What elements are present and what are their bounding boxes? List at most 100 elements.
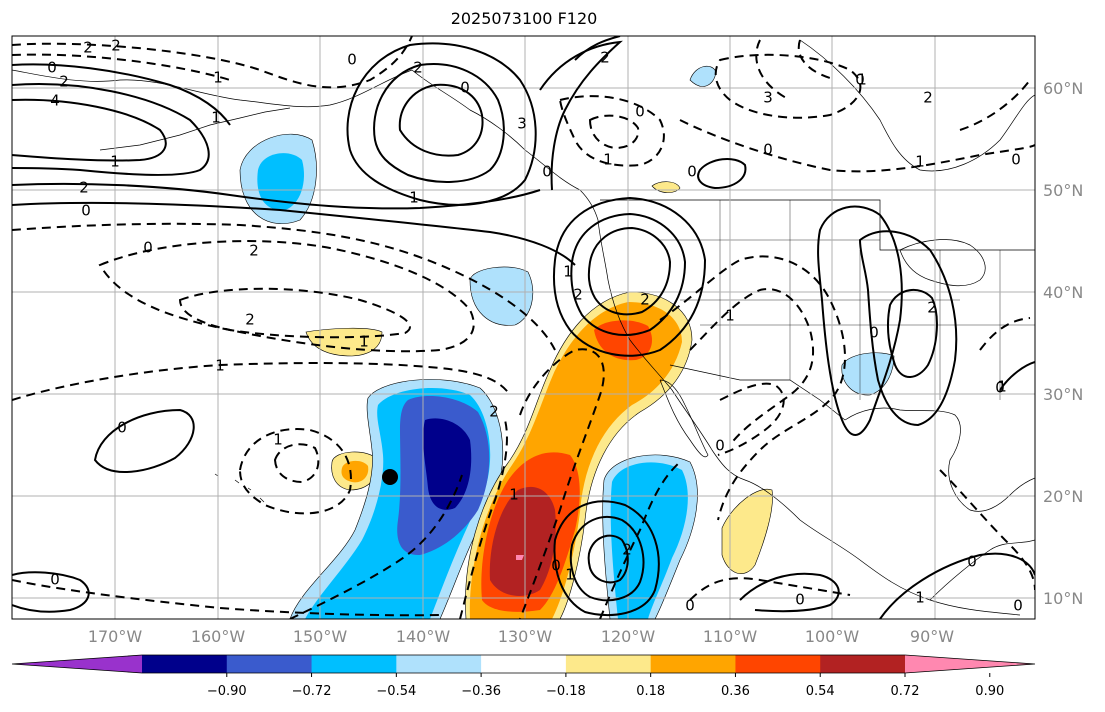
lat-label: 60°N xyxy=(1043,79,1083,98)
contour-label: 0 xyxy=(685,597,695,615)
map-area: 0 1 2 4 1 2 0 3 2 0 1 0 0 1 2 1 2 0 1 0 … xyxy=(12,36,1035,619)
contour-dashed xyxy=(519,348,605,619)
contour-dashed xyxy=(12,579,441,617)
contour-label: 2 xyxy=(573,286,583,304)
lat-label: 40°N xyxy=(1043,283,1083,302)
contour-label: 2 xyxy=(249,242,259,260)
colorbar-tick-label: 0.90 xyxy=(975,684,1004,699)
alaska-coast xyxy=(12,69,581,191)
colorbar-segment xyxy=(565,655,652,673)
contour-dashed xyxy=(959,79,1031,131)
lon-label: 90°W xyxy=(910,627,954,646)
contour-solid xyxy=(569,516,645,602)
contour-solid xyxy=(587,226,672,316)
contour-solid xyxy=(539,40,623,191)
contour-solid xyxy=(570,212,687,336)
great-lakes xyxy=(899,239,986,287)
lon-label: 140°W xyxy=(396,627,451,646)
contour-label: 1 xyxy=(215,357,225,375)
contour-solid xyxy=(587,534,629,584)
solid-contours xyxy=(12,36,1035,619)
contour-label: 1 xyxy=(915,589,925,607)
gulf-coast xyxy=(844,407,1035,512)
contour-label: 0 xyxy=(81,202,91,220)
latitude-labels: 60°N 50°N 40°N 30°N 20°N 10°N xyxy=(1043,79,1083,608)
lon-label: 100°W xyxy=(805,627,860,646)
contour-solid xyxy=(346,42,537,206)
contour-solid xyxy=(12,571,90,613)
map-frame xyxy=(11,35,1036,620)
dashed-contours xyxy=(12,36,1035,619)
contour-solid xyxy=(553,500,660,617)
contour-label: 1 xyxy=(857,71,867,89)
contour-label: 1 xyxy=(563,263,573,281)
colorbar-tick-label: −0.72 xyxy=(292,684,332,699)
contour-solid xyxy=(12,98,167,162)
contour-solid xyxy=(93,408,195,473)
contour-label: 0 xyxy=(143,239,153,257)
contour-label: 0 xyxy=(763,141,773,159)
contour-dashed xyxy=(558,95,665,167)
canada-west-coast xyxy=(579,189,1021,616)
colorbar-segment xyxy=(396,655,482,673)
contour-label: 2 xyxy=(83,39,93,57)
colorbar-tick-label: 0.72 xyxy=(891,684,920,699)
contour-label: 1 xyxy=(110,153,120,171)
map-title: 2025073100 F120 xyxy=(450,9,598,28)
contour-solid xyxy=(999,361,1035,391)
contour-dashed xyxy=(12,362,511,401)
colorbar-tick-label: 0.36 xyxy=(721,684,750,699)
contour-dashed xyxy=(717,382,785,456)
contour-label: 1 xyxy=(997,378,1007,396)
typhoon-center-dot xyxy=(382,469,398,485)
lon-label: 170°W xyxy=(88,627,143,646)
hudson-bay xyxy=(799,39,1035,172)
contour-label: 1 xyxy=(213,69,223,87)
contour-dashed xyxy=(273,443,320,484)
contour-solid xyxy=(574,36,621,61)
contour-label: 1 xyxy=(409,189,419,207)
contour-label: 0 xyxy=(715,437,725,455)
contour-dashed xyxy=(689,577,851,601)
contour-dashed xyxy=(689,288,815,446)
contour-label: 0 xyxy=(117,419,127,437)
contour-label: 2 xyxy=(600,49,610,67)
longitude-labels: 170°W 160°W 150°W 140°W 130°W 120°W 110°… xyxy=(88,627,954,646)
contour-dashed xyxy=(679,119,1035,173)
colorbar-tick-label: 0.54 xyxy=(806,684,835,699)
colorbar-segment xyxy=(142,655,228,673)
contour-label: 1 xyxy=(509,486,519,504)
contour-label: 0 xyxy=(47,59,57,77)
contour-label: 0 xyxy=(50,571,60,589)
shade-dark-blue xyxy=(423,418,472,510)
contour-label: 2 xyxy=(245,311,255,329)
contour-label: 1 xyxy=(273,431,283,449)
colorbar-segment xyxy=(820,655,906,673)
contour-label: 2 xyxy=(59,73,69,91)
colorbar-segment xyxy=(650,655,736,673)
shade-orange xyxy=(341,460,369,483)
contour-dashed xyxy=(459,419,508,619)
contour-solid xyxy=(398,83,484,157)
contour-solid xyxy=(552,196,707,357)
contour-label: 0 xyxy=(995,379,1005,397)
shade-blue xyxy=(610,462,688,619)
contour-label: 0 xyxy=(687,163,697,181)
colorbar-tick-label: −0.36 xyxy=(461,684,501,699)
contour-solid xyxy=(879,552,1035,619)
shade-yellow xyxy=(721,488,773,574)
colorbar-segment xyxy=(735,655,821,673)
contour-label: 3 xyxy=(517,115,527,133)
contour-solid xyxy=(12,201,576,266)
lat-label: 50°N xyxy=(1043,181,1083,200)
contour-label: 1 xyxy=(211,109,221,127)
contour-label: 2 xyxy=(489,403,499,421)
hawaii-islands xyxy=(214,473,265,503)
contour-label: 1 xyxy=(725,307,735,325)
shade-light-blue xyxy=(841,352,895,396)
contour-label: 0 xyxy=(635,103,645,121)
colorbar-outline xyxy=(11,654,1036,674)
contour-dashed xyxy=(599,461,681,619)
shade-blue xyxy=(257,153,305,211)
